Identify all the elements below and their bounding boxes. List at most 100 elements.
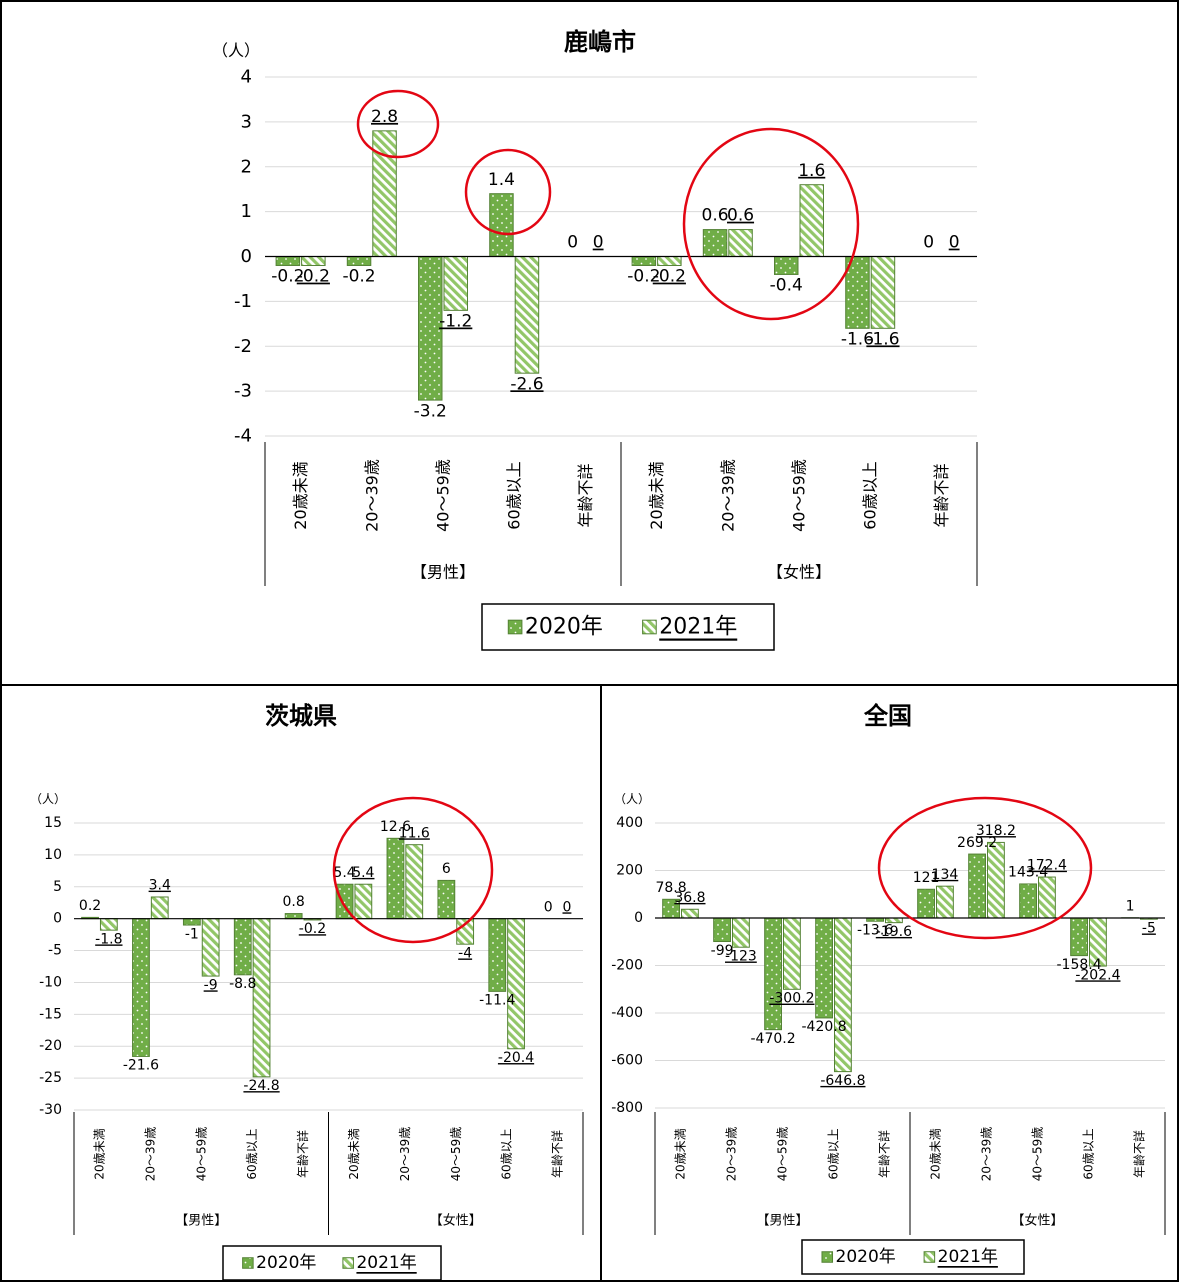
x-tick-label: 20歳未満 (92, 1128, 106, 1179)
y-tick-label: -10 (39, 974, 62, 990)
bar-2020 (347, 257, 370, 266)
bar-2021 (784, 918, 801, 989)
bar-2021 (202, 919, 219, 976)
legend-swatch-2020 (243, 1258, 254, 1269)
x-tick-label: 20歳未満 (291, 461, 310, 529)
y-axis-unit: （人） (614, 792, 650, 806)
data-label-2021: -123 (725, 949, 757, 965)
data-label-2021: -9 (204, 977, 218, 993)
bar-2021 (302, 257, 325, 266)
data-label-2021: 134 (932, 867, 959, 883)
bar-2020 (438, 880, 455, 918)
y-tick-label: -15 (39, 1006, 62, 1022)
bar-2021 (682, 909, 699, 918)
legend-label-2020: 2020年 (836, 1247, 896, 1267)
bar-2020 (489, 919, 506, 992)
legend-label-2020: 2020年 (525, 615, 603, 640)
data-label-2020: -0.4 (770, 276, 803, 296)
x-tick-label: 60歳以上 (1082, 1128, 1096, 1179)
data-label-2021: -24.8 (243, 1078, 279, 1094)
bar-2020 (1020, 884, 1037, 918)
bar-2021 (253, 919, 270, 1077)
bar-2020 (387, 838, 404, 918)
y-tick-label: -3 (234, 381, 252, 402)
y-tick-label: 0 (241, 246, 252, 267)
data-label-2020: 0 (567, 233, 578, 253)
bar-2021 (100, 919, 117, 930)
y-tick-label: 10 (44, 847, 62, 863)
y-tick-label: 2 (241, 156, 252, 177)
x-tick-label: 40～59歳 (449, 1127, 463, 1182)
bar-2021 (1039, 877, 1056, 918)
x-tick-label: 20～39歳 (362, 459, 381, 532)
bar-2021 (729, 230, 752, 257)
data-label-2020: -11.4 (479, 993, 515, 1009)
data-label-2021: 11.6 (399, 825, 430, 841)
bar-2021 (937, 886, 954, 918)
x-tick-label: 年齢不詳 (1132, 1130, 1147, 1178)
legend-swatch-2020 (508, 620, 522, 634)
bar-2020 (632, 257, 655, 266)
bar-2021 (988, 842, 1005, 918)
x-tick-label: 20～39歳 (725, 1127, 739, 1182)
bar-2020 (714, 918, 731, 942)
data-label-2021: 0 (949, 233, 960, 253)
data-label-2021: 5.4 (352, 865, 374, 881)
data-label-2021: -5 (1142, 920, 1156, 936)
bar-2021 (515, 257, 538, 374)
data-label-2020: 0.8 (283, 894, 305, 910)
group-label: 【男性】 (756, 1214, 808, 1229)
y-tick-label: -20 (39, 1038, 62, 1054)
x-tick-label: 40～59歳 (194, 1127, 208, 1182)
data-label-2020: -470.2 (751, 1031, 796, 1047)
y-tick-label: -1 (234, 291, 252, 312)
data-label-2021: -0.2 (653, 267, 686, 287)
chart-ibaraki: 茨城県（人）151050-5-10-15-20-25-300.2-21.6-1-… (30, 702, 583, 1280)
y-tick-label: -2 (234, 336, 252, 357)
x-tick-label: 年齢不詳 (295, 1130, 310, 1178)
y-tick-label: -30 (39, 1102, 62, 1118)
x-tick-label: 20歳未満 (929, 1128, 943, 1179)
y-tick-label: 1 (241, 201, 252, 222)
data-label-2020: -21.6 (123, 1058, 159, 1074)
x-tick-label: 20～39歳 (718, 459, 737, 532)
x-tick-label: 40～59歳 (790, 459, 809, 532)
legend-swatch-2021 (924, 1252, 935, 1263)
group-label: 【女性】 (767, 563, 831, 582)
legend-label-2020: 2020年 (256, 1253, 316, 1273)
bar-2021 (733, 918, 750, 947)
legend-swatch-2021 (643, 620, 657, 634)
x-tick-label: 60歳以上 (827, 1128, 841, 1179)
chart-title: 鹿嶋市 (564, 28, 636, 56)
data-label-2021: 0 (562, 899, 571, 915)
data-label-2021: 1.6 (798, 161, 825, 181)
bar-2021 (355, 884, 372, 918)
y-tick-label: -600 (611, 1053, 643, 1069)
data-label-2021: 36.8 (674, 890, 705, 906)
chart-title: 茨城県 (265, 702, 337, 730)
legend-swatch-2021 (343, 1258, 354, 1269)
bar-2020 (276, 257, 299, 266)
data-label-2021: 172.4 (1027, 858, 1067, 874)
data-label-2020: 0.2 (79, 898, 101, 914)
data-label-2021: -300.2 (769, 991, 814, 1007)
bar-2020 (969, 854, 986, 918)
bar-2020 (490, 194, 513, 257)
data-label-2020: -8.8 (229, 976, 256, 992)
x-tick-label: 20歳未満 (347, 1128, 361, 1179)
group-label: 【女性】 (1011, 1213, 1063, 1229)
data-label-2020: 0 (544, 899, 553, 915)
x-tick-label: 年齢不詳 (877, 1130, 892, 1178)
x-tick-label: 20～39歳 (143, 1127, 157, 1182)
y-tick-label: 0 (53, 911, 62, 927)
y-tick-label: 200 (616, 863, 643, 879)
x-tick-label: 年齢不詳 (576, 463, 595, 527)
data-label-2020: 1 (1126, 898, 1135, 914)
y-tick-label: -400 (611, 1005, 643, 1021)
data-label-2021: -0.2 (299, 921, 326, 937)
y-axis-unit: （人） (212, 41, 260, 60)
bar-2021 (508, 919, 525, 1049)
